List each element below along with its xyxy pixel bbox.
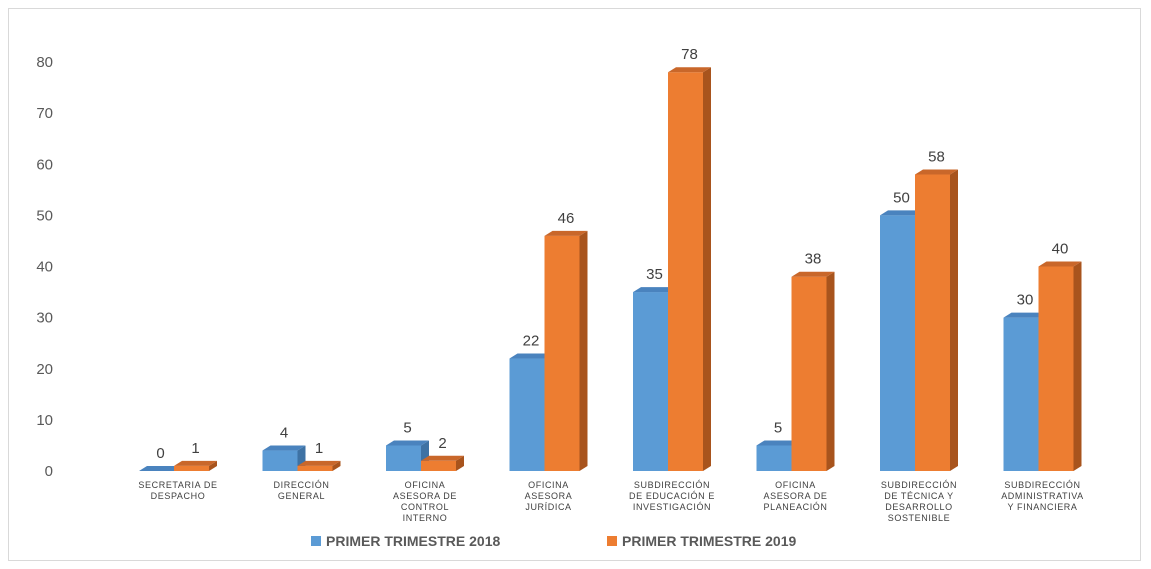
bar-chart: 0 10 20 30 40 50 60 70 80 0 1 SECRETARIA DE DESPACHO…: [36, 46, 1084, 549]
data-label: 46: [558, 210, 575, 227]
legend-swatch: [607, 536, 617, 546]
y-tick-label: 70: [36, 105, 53, 122]
bar: [880, 215, 915, 471]
bar-side: [1073, 261, 1082, 471]
bar-top: [174, 460, 217, 466]
y-tick-label: 30: [36, 310, 53, 327]
legend-item: PRIMER TRIMESTRE 2018: [311, 533, 500, 549]
bar: [544, 235, 580, 471]
data-label: 35: [646, 266, 663, 283]
data-label: 38: [805, 251, 822, 268]
bar-top: [544, 230, 588, 236]
category-label: SECRETARIA DE DESPACHO: [138, 480, 217, 501]
bar: [386, 445, 421, 471]
bar-side: [703, 67, 711, 471]
data-label: 1: [191, 440, 199, 457]
bar-top: [915, 169, 958, 175]
bar: [1038, 266, 1074, 471]
category-label: OFICINA ASESORA DE CONTROL INTERNO: [393, 480, 457, 523]
y-tick-label: 50: [36, 207, 53, 224]
bar-group: [544, 230, 588, 471]
data-label: 40: [1052, 241, 1069, 258]
bar: [633, 292, 668, 471]
bar-top: [756, 440, 800, 446]
data-label: 0: [156, 445, 164, 462]
bar-side: [579, 230, 588, 471]
bar-group: [1038, 261, 1082, 471]
bar-group: [174, 460, 217, 471]
legend-swatch: [311, 536, 321, 546]
bar-side: [826, 271, 835, 471]
bar-side: [456, 455, 464, 471]
bar-top: [1038, 261, 1082, 267]
y-tick-label: 80: [36, 54, 53, 71]
legend-label: PRIMER TRIMESTRE 2019: [622, 533, 796, 549]
bar-top: [509, 353, 553, 359]
data-label: 30: [1017, 292, 1034, 309]
data-label: 22: [523, 333, 540, 350]
data-label: 58: [928, 148, 945, 165]
y-tick-label: 60: [36, 156, 53, 173]
bar: [1003, 317, 1039, 471]
bar-group: [421, 455, 464, 471]
bar: [421, 460, 456, 471]
bar-top: [421, 455, 464, 461]
bar-top: [791, 271, 835, 277]
category-label: SUBDIRECCIÓN ADMINISTRATIVA Y FINANCIERA: [1001, 480, 1084, 512]
data-label: 50: [893, 189, 910, 206]
bar-side: [209, 460, 217, 471]
category-label: SUBDIRECCIÓN DE EDUCACIÓN E INVESTIGACIÓN: [629, 480, 715, 512]
chart-frame: 0 10 20 30 40 50 60 70 80 0 1 SECRETARIA DE DESPACHO…: [8, 8, 1141, 561]
y-tick-label: 0: [45, 463, 53, 480]
bar-side: [332, 460, 341, 471]
y-tick-label: 40: [36, 259, 53, 276]
data-label: 5: [774, 419, 782, 436]
y-tick-label: 10: [36, 412, 53, 429]
bar: [756, 445, 792, 471]
data-label: 78: [681, 46, 698, 63]
bar: [174, 465, 209, 471]
bar-top: [668, 67, 711, 73]
bar-top: [297, 460, 341, 466]
bar-group: [139, 466, 182, 471]
bar-group: [668, 67, 711, 471]
bar-top: [262, 445, 306, 451]
bar-top: [880, 210, 923, 216]
bar: [915, 174, 950, 471]
data-label: 1: [315, 440, 323, 457]
legend-item: PRIMER TRIMESTRE 2019: [607, 533, 796, 549]
bar-top: [386, 440, 429, 446]
bar-top: [1003, 312, 1047, 318]
category-label: DIRECCIÓN GENERAL: [274, 480, 330, 501]
bar: [791, 276, 827, 471]
category-label: OFICINA ASESORA DE PLANEACIÓN: [763, 480, 827, 512]
bar-top: [633, 287, 676, 293]
category-label: SUBDIRECCIÓN DE TÉCNICA Y DESARROLLO SOSTEN…: [881, 480, 957, 523]
bar: [262, 450, 298, 471]
bar: [509, 358, 545, 471]
legend-label: PRIMER TRIMESTRE 2018: [326, 533, 500, 549]
bar: [297, 465, 333, 471]
bar-group: [297, 460, 341, 471]
bar-group: [262, 445, 306, 471]
bar-group: [791, 271, 835, 471]
bar: [668, 72, 703, 471]
data-label: 2: [438, 435, 446, 452]
bar-side: [950, 169, 958, 471]
data-label: 4: [280, 425, 288, 442]
bar-top: [139, 466, 182, 471]
bar-group: [915, 169, 958, 471]
category-label: OFICINA ASESORA JURÍDICA: [525, 480, 573, 512]
y-tick-label: 20: [36, 361, 53, 378]
data-label: 5: [403, 419, 411, 436]
